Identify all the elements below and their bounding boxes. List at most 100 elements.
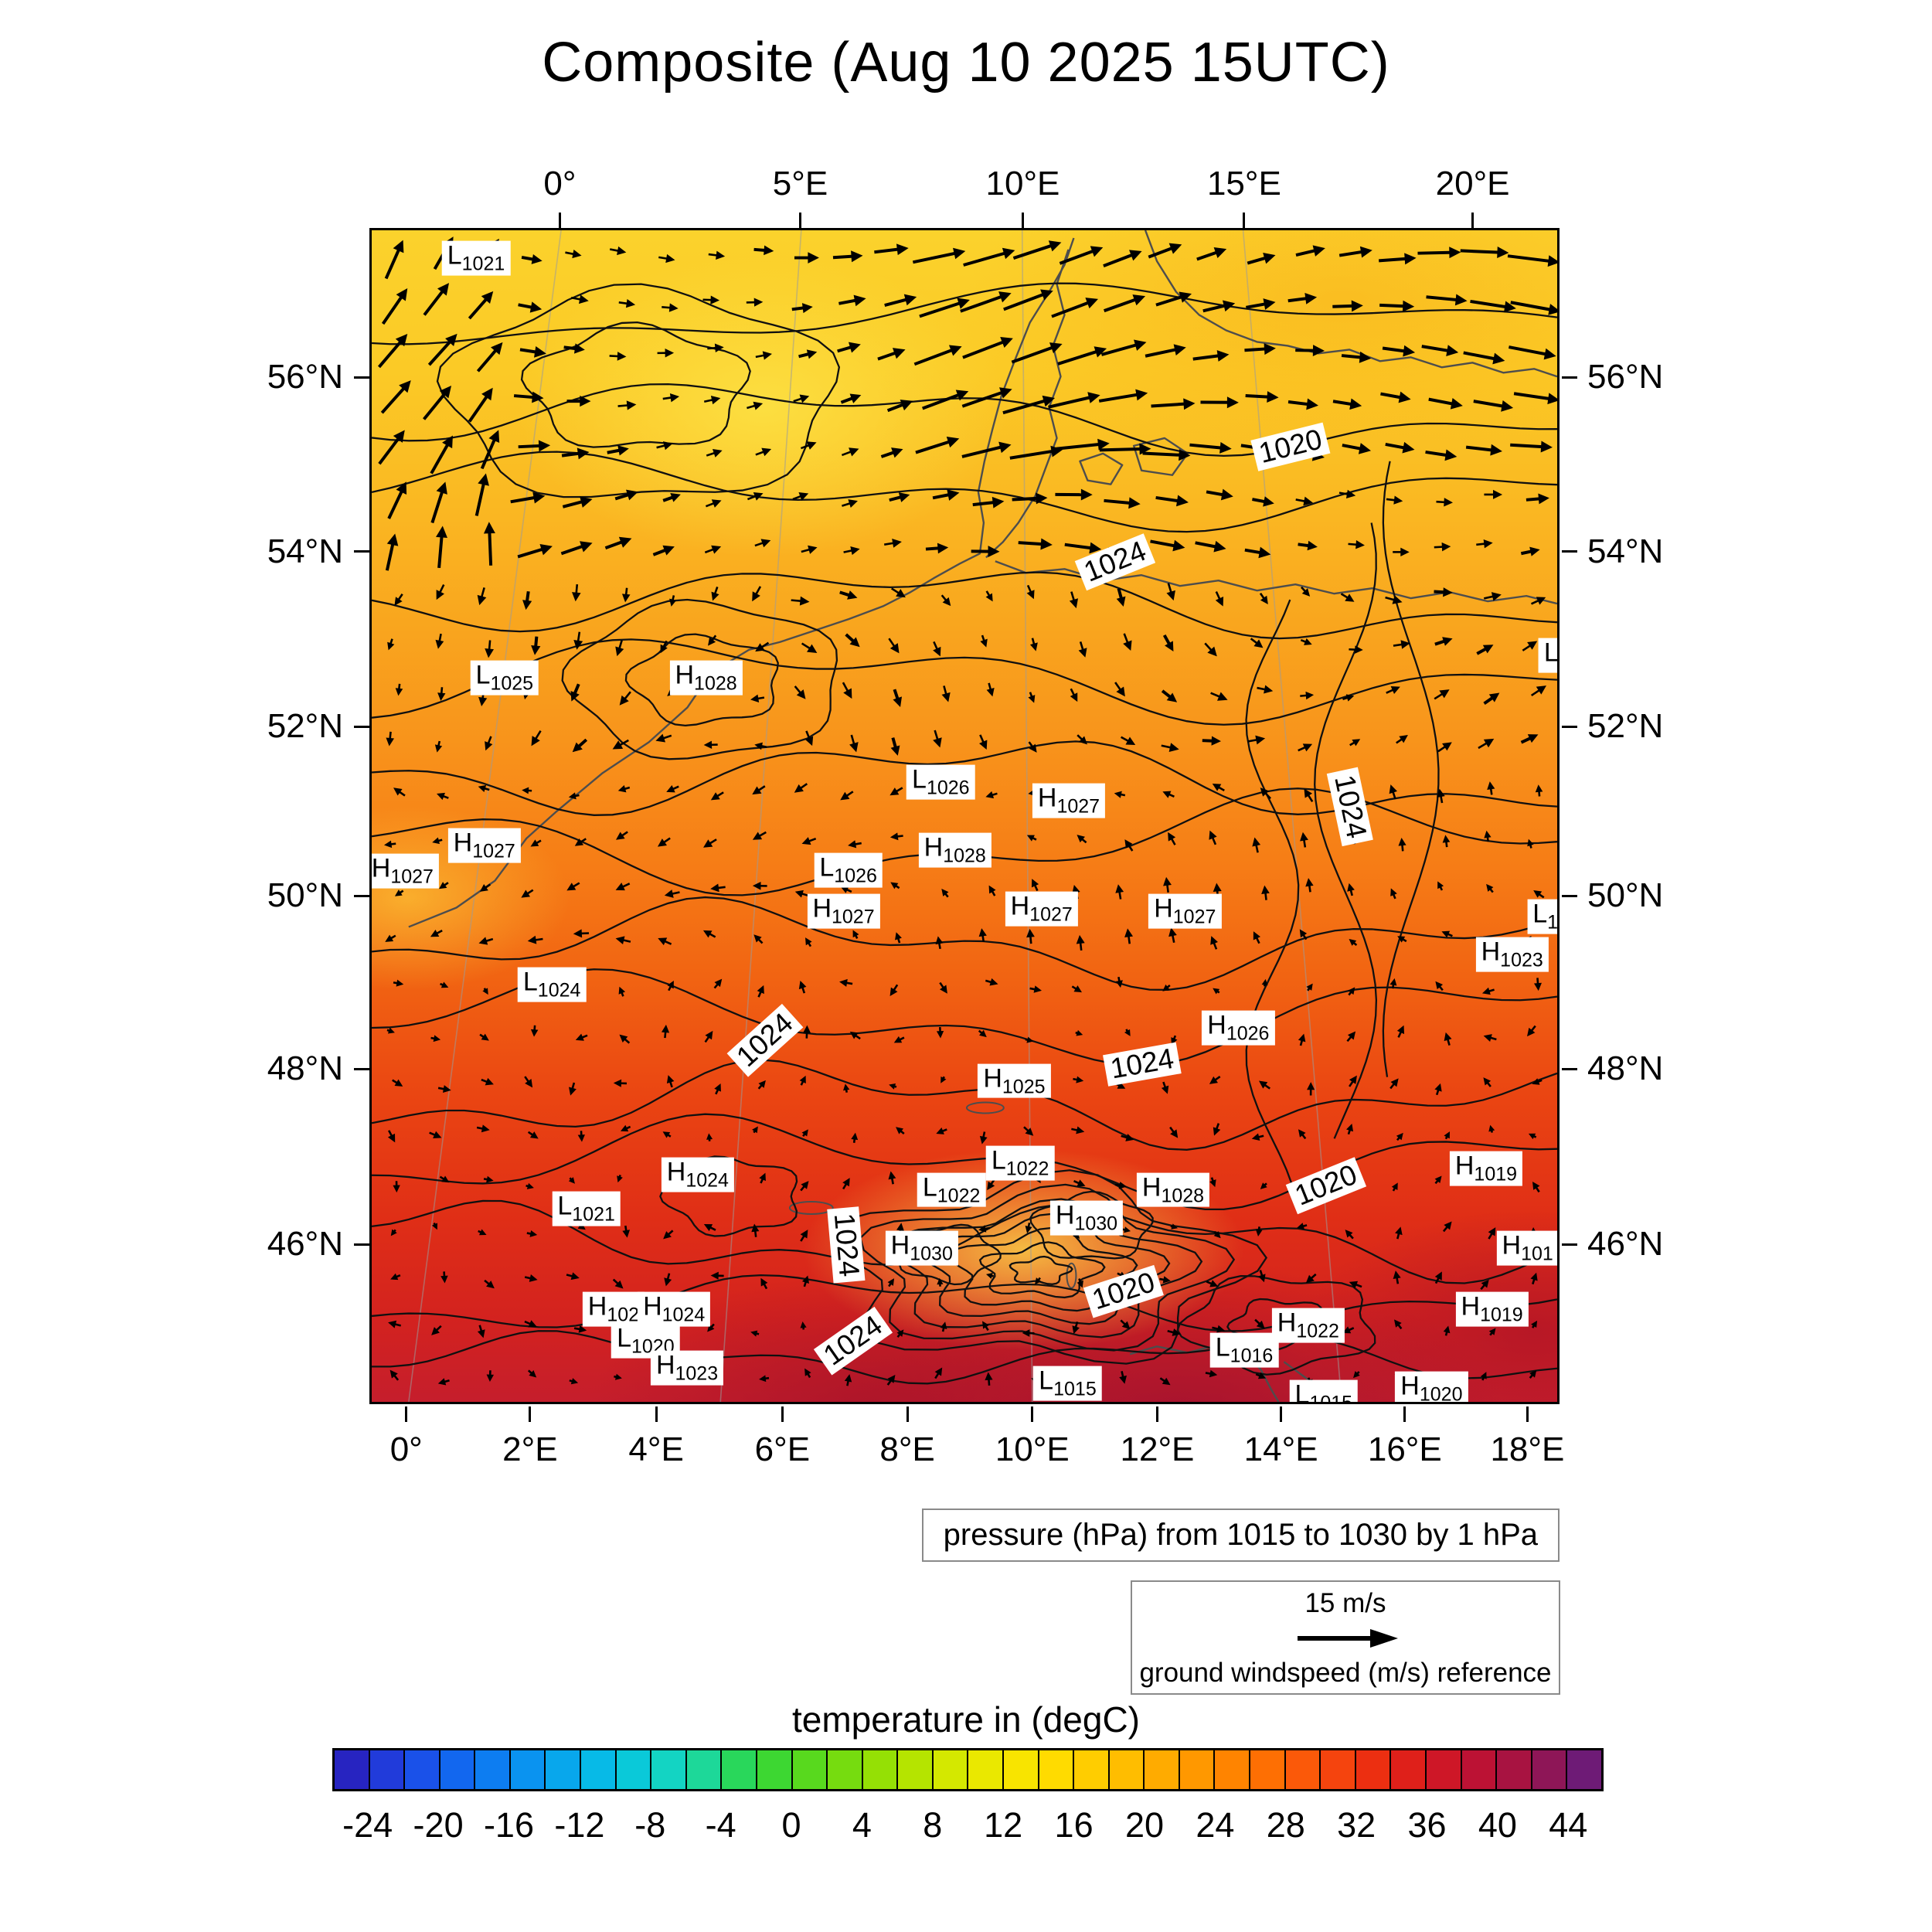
axis-tick-label: 54°N: [267, 532, 343, 570]
axis-tick: [354, 376, 369, 379]
axis-tick: [1243, 213, 1246, 228]
axis-tick-label: 15°E: [1206, 165, 1281, 202]
pressure-center-label: H1028: [1136, 1172, 1210, 1207]
colorbar-tick-label: -4: [705, 1805, 736, 1845]
axis-tick-label: 50°N: [267, 876, 343, 915]
wind-reference-speed: 15 m/s: [1304, 1588, 1386, 1618]
colorbar-tick-label: -8: [634, 1805, 666, 1845]
axis-tick-label: 52°N: [1587, 707, 1664, 746]
colorbar-cell: [1109, 1750, 1145, 1789]
wind-vector-arrows: [377, 236, 1557, 1387]
colorbar-cell: [1250, 1750, 1286, 1789]
pressure-center-label: H1027: [447, 828, 521, 863]
axis-tick: [1562, 376, 1577, 379]
axis-tick-label: 52°N: [267, 707, 343, 746]
colorbar-tick-label: -12: [554, 1805, 605, 1845]
colorbar-cell: [1039, 1750, 1075, 1789]
colorbar-cell: [1426, 1750, 1462, 1789]
page-title: Composite (Aug 10 2025 15UTC): [542, 32, 1390, 94]
coastlines: [408, 230, 1557, 1402]
axis-tick-label: 20°E: [1435, 165, 1510, 202]
colorbar-cell: [335, 1750, 370, 1789]
colorbar-cell: [651, 1750, 687, 1789]
axis-tick: [405, 1406, 408, 1422]
colorbar-cell: [1461, 1750, 1498, 1789]
axis-tick-label: 5°E: [772, 165, 828, 202]
colorbar-cell: [1215, 1750, 1251, 1789]
colorbar-cell: [898, 1750, 934, 1789]
colorbar-cell: [968, 1750, 1004, 1789]
axis-tick-label: 56°N: [1587, 358, 1664, 396]
pressure-center-label: H1019: [1455, 1291, 1529, 1327]
colorbar-cell: [862, 1750, 899, 1789]
pressure-center-label: L1021: [552, 1191, 621, 1226]
axis-tick: [354, 550, 369, 553]
colorbar-cell: [440, 1750, 476, 1789]
colorbar-cell: [546, 1750, 582, 1789]
colorbar-cell: [757, 1750, 793, 1789]
axis-tick: [906, 1406, 909, 1422]
axis-tick: [1155, 1406, 1158, 1422]
colorbar-cell: [405, 1750, 440, 1789]
axis-tick: [781, 1406, 784, 1422]
pressure-center-label: L: [1538, 638, 1557, 673]
axis-tick-label: 18°E: [1490, 1430, 1565, 1468]
axis-tick: [354, 1067, 369, 1070]
axis-tick-label: 54°N: [1587, 532, 1664, 570]
axis-tick: [1280, 1406, 1283, 1422]
colorbar-cell: [1285, 1750, 1321, 1789]
axis-tick-label: 56°N: [267, 358, 343, 396]
pressure-center-label: H1022: [1271, 1308, 1345, 1343]
axis-tick-label: 0°: [389, 1430, 423, 1468]
colorbar-cell: [1321, 1750, 1356, 1789]
pressure-caption: pressure (hPa) from 1015 to 1030 by 1 hP…: [921, 1509, 1560, 1562]
colorbar-cell: [1179, 1750, 1216, 1789]
colorbar-cell: [686, 1750, 723, 1789]
colorbar-cell: [792, 1750, 828, 1789]
colorbar-tick-label: 12: [984, 1805, 1023, 1845]
axis-tick: [354, 725, 369, 728]
colorbar-cell: [510, 1750, 546, 1789]
colorbar-cell: [1355, 1750, 1392, 1789]
colorbar-cell: [933, 1750, 969, 1789]
pressure-center-label: H1027: [807, 893, 880, 929]
colorbar-tick-label: 4: [852, 1805, 872, 1845]
colorbar-cell: [616, 1750, 652, 1789]
colorbar-tick-label: 44: [1549, 1805, 1588, 1845]
colorbar-cell: [1391, 1750, 1427, 1789]
colorbar-tick-label: -24: [342, 1805, 393, 1845]
colorbar-tick-label: 20: [1124, 1805, 1164, 1845]
pressure-center-label: H1023: [650, 1350, 724, 1386]
pressure-center-label: L1016: [1209, 1332, 1279, 1368]
colorbar-cell: [581, 1750, 617, 1789]
pressure-center-label: H1027: [1032, 783, 1106, 818]
colorbar-tick-label: 0: [781, 1805, 801, 1845]
pressure-center-label: H1027: [1148, 893, 1222, 929]
pressure-center-label: H102: [582, 1291, 645, 1327]
axis-tick: [354, 1243, 369, 1246]
axis-tick-label: 48°N: [267, 1049, 343, 1088]
axis-tick: [1562, 1243, 1577, 1246]
colorbar-cell: [1145, 1750, 1180, 1789]
pressure-center-label: H1019: [1449, 1151, 1523, 1186]
pressure-center-label: L1025: [470, 660, 539, 696]
colorbar-tick-labels: -24 -20 -16 -12 -8 -4 0 4 8 12 16 20 24 28 32 36 40 44: [332, 1805, 1604, 1852]
axis-tick: [1021, 213, 1024, 228]
pressure-center-label: H1028: [918, 832, 992, 868]
pressure-center-label: L1026: [814, 852, 883, 888]
wind-reference-arrow-icon: [1298, 1629, 1398, 1648]
axis-tick: [354, 894, 369, 897]
colorbar-cell: [722, 1750, 757, 1789]
colorbar-cell: [369, 1750, 406, 1789]
pressure-center-label: H1030: [1049, 1200, 1124, 1236]
axis-tick-label: 8°E: [879, 1430, 935, 1468]
pressure-center-label: H1030: [885, 1230, 958, 1266]
axis-tick-label: 46°N: [1587, 1225, 1664, 1263]
axis-tick: [655, 1406, 658, 1422]
colorbar-cell: [1074, 1750, 1110, 1789]
colorbar-tick-label: -20: [413, 1805, 464, 1845]
colorbar-cell: [1003, 1750, 1039, 1789]
axis-tick: [798, 213, 801, 228]
axis-tick-label: 12°E: [1120, 1430, 1195, 1468]
